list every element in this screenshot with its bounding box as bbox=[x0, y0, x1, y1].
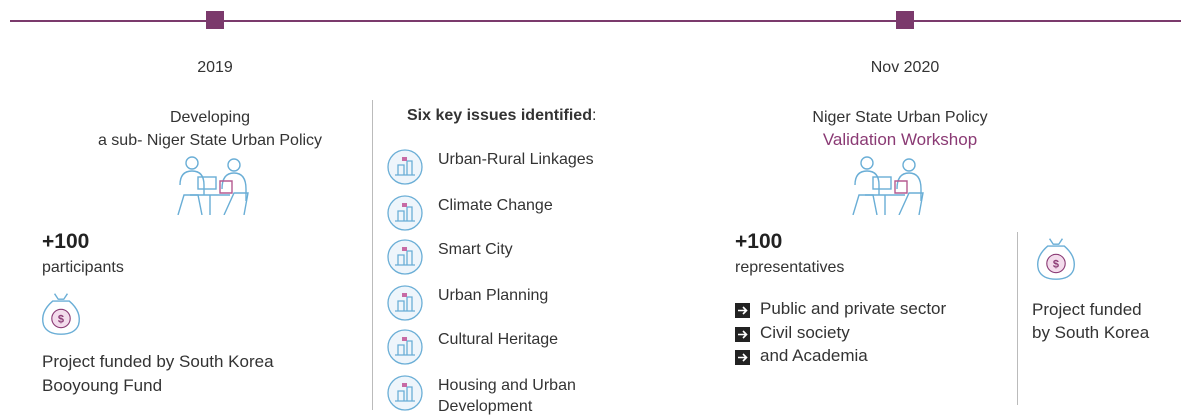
event-title: Niger State Urban Policy bbox=[812, 109, 988, 126]
group-label: Public and private sector bbox=[760, 299, 947, 318]
arrow bbox=[738, 353, 748, 362]
event-title: a sub- Niger State Urban Policy bbox=[97, 132, 323, 149]
timeline-marker bbox=[206, 11, 224, 29]
funding: Booyoung Fund bbox=[42, 376, 163, 395]
arrow-bullet bbox=[735, 350, 750, 365]
arrow bbox=[738, 329, 748, 339]
arrow bbox=[738, 306, 748, 315]
issue-icon bbox=[385, 193, 425, 233]
date: 2019 bbox=[197, 59, 233, 76]
issue-label: Smart City bbox=[438, 241, 513, 258]
group-label: Civil society bbox=[760, 322, 850, 342]
issue-icon bbox=[385, 373, 425, 413]
divider bbox=[372, 100, 373, 410]
count-label: participants bbox=[42, 259, 124, 276]
group-label: and Academia bbox=[760, 346, 868, 365]
arrow-bullet bbox=[735, 303, 750, 318]
divider bbox=[1017, 232, 1018, 405]
funding: Project funded by South Korea bbox=[42, 352, 274, 371]
issues-heading: Six key issues identified: bbox=[407, 105, 596, 127]
issue-label: Climate Change bbox=[438, 197, 553, 214]
timeline-marker bbox=[896, 11, 914, 29]
issue-label: Cultural Heritage bbox=[438, 331, 559, 348]
funding: by South Korea bbox=[1032, 323, 1150, 342]
count-label: representatives bbox=[735, 259, 845, 276]
count: +100 bbox=[42, 230, 90, 253]
heading-suffix: : bbox=[591, 107, 597, 124]
issue-icon bbox=[385, 283, 425, 323]
arrow-bullet bbox=[735, 326, 750, 342]
meeting-icon bbox=[845, 155, 935, 215]
event-title: Developing bbox=[169, 109, 251, 126]
issue-icon bbox=[385, 237, 425, 277]
date: Nov 2020 bbox=[870, 59, 940, 76]
event-highlight: Validation Workshop bbox=[822, 130, 978, 149]
issue-label: Urban-Rural Linkages bbox=[438, 151, 594, 168]
timeline-line bbox=[10, 20, 1181, 22]
count: +100 bbox=[735, 230, 783, 253]
meeting-icon bbox=[170, 155, 260, 215]
money-icon bbox=[38, 290, 84, 336]
issue-label: Urban Planning bbox=[438, 287, 549, 304]
issue-icon bbox=[385, 147, 425, 187]
money-icon bbox=[1033, 235, 1079, 281]
funding: Project funded bbox=[1032, 300, 1142, 319]
heading: Six key issues identified bbox=[407, 107, 592, 124]
issue-label: Housing and Urban Development bbox=[438, 377, 576, 415]
issue-icon bbox=[385, 327, 425, 367]
